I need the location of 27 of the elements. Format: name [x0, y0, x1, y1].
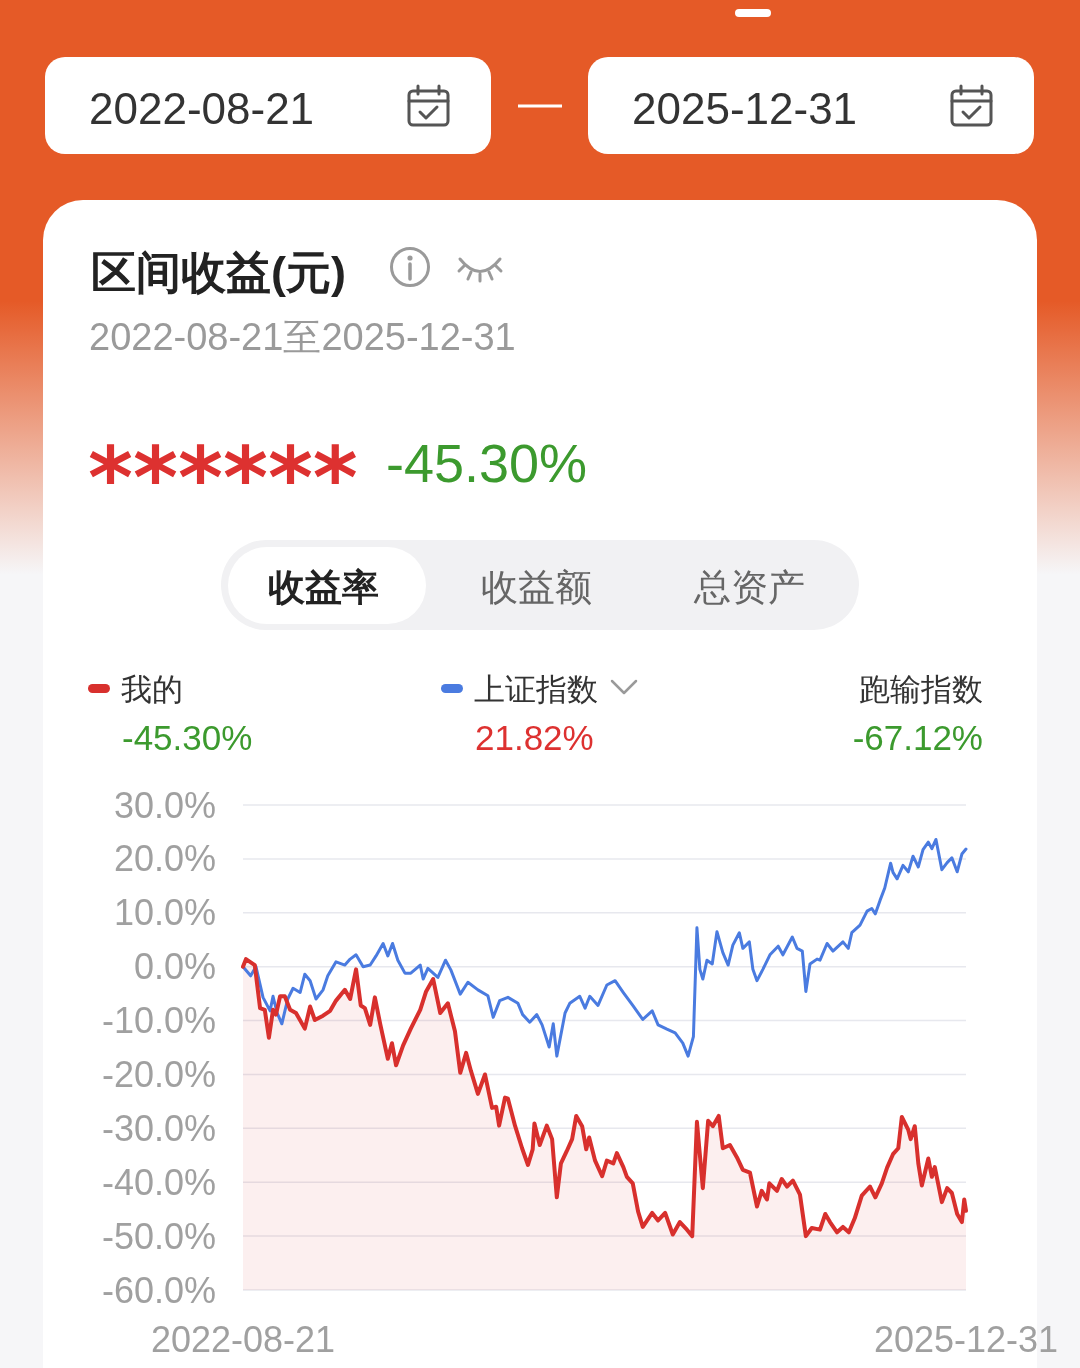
text: 跑输指数 [859, 672, 983, 707]
y-tick-label: -50.0% [101, 1215, 216, 1257]
line-series [241, 957, 968, 1239]
text: 2022-08-21 [89, 84, 315, 133]
chart-subtitle: 2022-08-21至2025-12-31 [89, 316, 516, 358]
y-tick-label: -40.0% [101, 1161, 216, 1203]
text: 收益额 [480, 567, 592, 608]
y-tick-label: -10.0% [101, 1000, 216, 1042]
text: 收益率 [267, 567, 379, 608]
text: -45.30% [122, 718, 253, 757]
y-tick-label: 30.0% [113, 784, 216, 826]
text: -45.30% [386, 433, 588, 493]
y-tick-label: 0.0% [133, 946, 216, 988]
line-series [241, 837, 968, 1058]
text: 21.82% [475, 718, 594, 757]
y-tick-label: 10.0% [113, 892, 216, 934]
y-tick-label: -20.0% [101, 1054, 216, 1096]
y-tick-label: 20.0% [113, 838, 216, 880]
y-tick-label: -30.0% [101, 1107, 216, 1149]
text: 总资产 [692, 567, 805, 608]
text: ****** [88, 428, 358, 528]
legend-label: 上证指数 [474, 672, 598, 707]
text: 2025-12-31 [632, 84, 858, 133]
chart-title: 区间收益(元) [91, 247, 346, 298]
y-tick-label: -60.0% [101, 1269, 216, 1311]
text: -67.12% [852, 718, 983, 757]
legend-label: 我的 [121, 672, 183, 707]
